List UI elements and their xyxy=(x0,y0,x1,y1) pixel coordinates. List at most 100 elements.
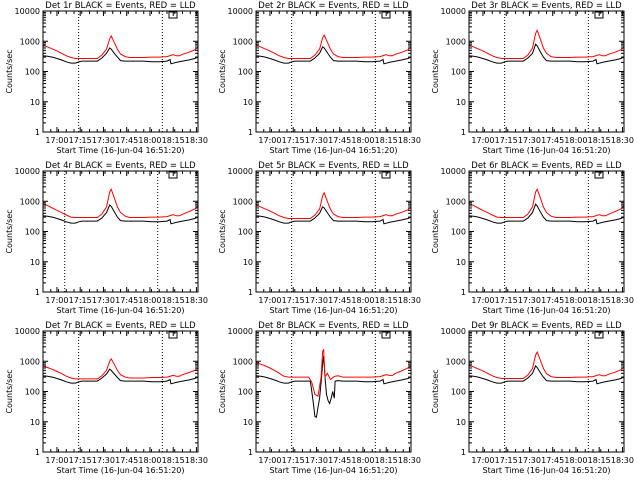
x-tick-label: 17:15 xyxy=(282,136,305,145)
lld-series-line xyxy=(255,191,412,219)
x-tick-label: 17:00 xyxy=(45,456,68,465)
x-tick-label: 18:00 xyxy=(564,456,587,465)
x-tick-label: 17:15 xyxy=(69,296,92,305)
y-tick-label: 10000 xyxy=(441,7,466,16)
chart-title: Det 6r BLACK = Events, RED = LLD xyxy=(471,161,622,171)
x-tick-label: 18:15 xyxy=(588,456,611,465)
chart-title: Det 9r BLACK = Events, RED = LLD xyxy=(471,321,622,331)
x-tick-label: 17:00 xyxy=(258,296,281,305)
y-tick-label: 10000 xyxy=(441,167,466,176)
lld-series-line xyxy=(42,187,199,218)
plot-frame xyxy=(255,10,412,133)
chart-panel: Det 9r BLACK = Events, RED = LLD 1 10 100 10… xyxy=(431,321,634,475)
x-tick-label: 17:30 xyxy=(92,136,115,145)
y-axis-label: Counts/sec xyxy=(431,209,440,253)
attenuator-flag-box xyxy=(168,331,178,339)
chart-panel: Det 7r BLACK = Events, RED = LLD 1 10 100 10… xyxy=(5,321,208,475)
x-tick-label: 17:15 xyxy=(69,456,92,465)
y-tick-label: 100 xyxy=(238,388,253,397)
y-axis-label: Counts/sec xyxy=(431,49,440,93)
y-axis-label: Counts/sec xyxy=(431,369,440,413)
x-tick-label: 17:00 xyxy=(45,136,68,145)
y-tick-label: 1000 xyxy=(20,37,40,46)
chart-panel: Det 6r BLACK = Events, RED = LLD 1 10 100 10… xyxy=(431,161,634,315)
y-tick-label: 10 xyxy=(243,418,253,427)
y-tick-label: 1000 xyxy=(446,357,466,366)
x-tick-label: 17:00 xyxy=(471,456,494,465)
y-axis-label: Counts/sec xyxy=(218,369,227,413)
x-tick-label: 17:00 xyxy=(471,136,494,145)
y-axis-label: Counts/sec xyxy=(5,49,14,93)
x-tick-label: 17:00 xyxy=(471,296,494,305)
y-tick-label: 1 xyxy=(35,448,40,457)
x-tick-label: 18:00 xyxy=(564,136,587,145)
x-tick-label: 17:30 xyxy=(305,136,328,145)
y-tick-label: 1 xyxy=(461,128,466,137)
x-tick-label: 17:45 xyxy=(541,456,564,465)
x-tick-label: 17:15 xyxy=(495,456,518,465)
y-axis-label: Counts/sec xyxy=(218,209,227,253)
y-tick-label: 1 xyxy=(461,288,466,297)
x-axis-label: Start Time (16-Jun-04 16:51:20) xyxy=(57,466,185,475)
x-axis-label: Start Time (16-Jun-04 16:51:20) xyxy=(270,466,398,475)
y-tick-label: 100 xyxy=(238,68,253,77)
x-tick-label: 18:15 xyxy=(375,296,398,305)
events-series-line xyxy=(468,203,625,225)
x-tick-label: 17:45 xyxy=(541,136,564,145)
y-tick-label: 10000 xyxy=(15,7,40,16)
y-tick-label: 10 xyxy=(456,258,466,267)
x-tick-label: 17:45 xyxy=(328,456,351,465)
x-tick-label: 18:30 xyxy=(611,456,634,465)
chart-panel: Det 5r BLACK = Events, RED = LLD 1 10 100 10… xyxy=(218,161,421,315)
lld-series-line xyxy=(468,187,625,218)
y-tick-label: 1 xyxy=(248,288,253,297)
chart-panel: Det 3r BLACK = Events, RED = LLD 1 10 100 10… xyxy=(431,1,634,155)
y-tick-label: 10000 xyxy=(228,327,253,336)
x-tick-label: 18:00 xyxy=(351,136,374,145)
y-tick-label: 10000 xyxy=(15,327,40,336)
y-tick-label: 100 xyxy=(25,228,40,237)
events-series-line xyxy=(255,206,412,225)
y-tick-label: 100 xyxy=(451,68,466,77)
x-axis-label: Start Time (16-Jun-04 16:51:20) xyxy=(483,146,611,155)
y-tick-label: 1000 xyxy=(233,37,253,46)
lld-series-line xyxy=(255,34,412,59)
x-tick-label: 18:15 xyxy=(588,136,611,145)
x-tick-label: 18:15 xyxy=(162,456,185,465)
y-tick-label: 1 xyxy=(248,128,253,137)
x-tick-label: 18:15 xyxy=(588,296,611,305)
x-tick-label: 18:30 xyxy=(611,296,634,305)
y-axis-label: Counts/sec xyxy=(218,49,227,93)
x-tick-label: 17:30 xyxy=(305,456,328,465)
y-tick-label: 1000 xyxy=(446,37,466,46)
events-series-line xyxy=(255,355,412,419)
x-tick-label: 17:15 xyxy=(69,136,92,145)
plot-frame xyxy=(255,330,412,453)
x-tick-label: 18:30 xyxy=(398,456,421,465)
plot-frame xyxy=(42,330,199,453)
y-tick-label: 10 xyxy=(456,98,466,107)
y-tick-label: 1000 xyxy=(446,197,466,206)
y-tick-label: 100 xyxy=(451,388,466,397)
x-tick-label: 17:30 xyxy=(92,296,115,305)
lld-series-line xyxy=(468,29,625,59)
x-tick-label: 18:00 xyxy=(138,136,161,145)
y-axis-label: Counts/sec xyxy=(5,209,14,253)
y-tick-label: 100 xyxy=(238,228,253,237)
y-tick-label: 1 xyxy=(248,448,253,457)
chart-title: Det 2r BLACK = Events, RED = LLD xyxy=(258,1,409,11)
attenuator-flag-box xyxy=(381,331,391,339)
x-tick-label: 17:30 xyxy=(518,296,541,305)
x-tick-label: 17:00 xyxy=(45,296,68,305)
y-tick-label: 1000 xyxy=(233,357,253,366)
y-tick-label: 100 xyxy=(25,68,40,77)
x-tick-label: 18:00 xyxy=(564,296,587,305)
y-tick-label: 1000 xyxy=(20,197,40,206)
attenuator-flag-box xyxy=(594,171,604,179)
x-tick-label: 17:00 xyxy=(258,136,281,145)
chart-panel: Det 1r BLACK = Events, RED = LLD 1 10 100 10… xyxy=(5,1,208,155)
y-tick-label: 10 xyxy=(30,98,40,107)
y-tick-label: 10 xyxy=(243,258,253,267)
y-tick-label: 10 xyxy=(243,98,253,107)
